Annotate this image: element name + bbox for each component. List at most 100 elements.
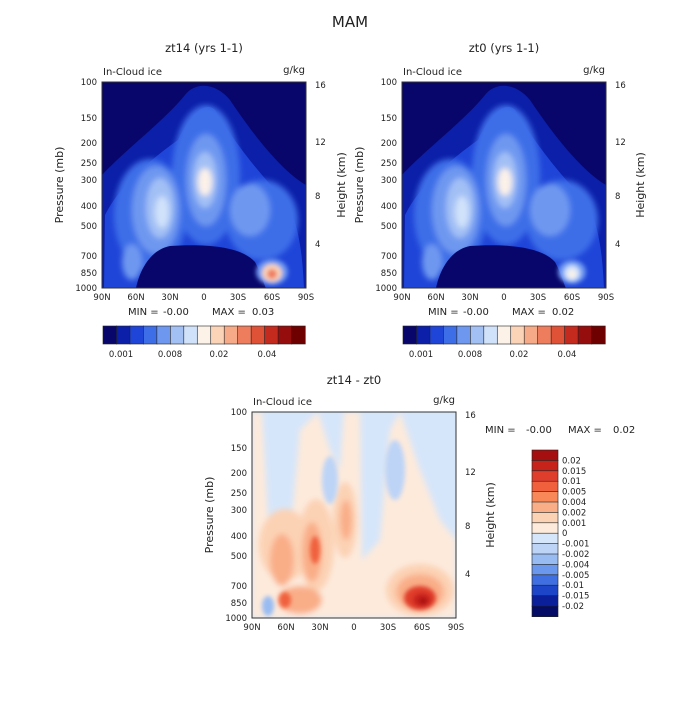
plot-frame bbox=[101, 81, 307, 289]
max-label: MAX = bbox=[512, 307, 546, 318]
y-axis: 100 150 200 250 300 400 500 700 850 1000… bbox=[353, 78, 397, 294]
x-tick-label: 30S bbox=[380, 623, 396, 633]
colorbar-labels: 0.001 0.008 0.02 0.04 bbox=[409, 350, 577, 360]
y2-tick-label: 12 bbox=[465, 468, 476, 478]
x-tick-label: 90N bbox=[93, 293, 110, 303]
colorbar-swatch bbox=[531, 532, 559, 545]
colorbar-tick-label: -0.02 bbox=[562, 602, 584, 612]
colorbar-swatch bbox=[443, 325, 458, 345]
heatmap-field bbox=[252, 412, 456, 618]
x-tick-label: 30N bbox=[161, 293, 178, 303]
min-label: MIN = bbox=[428, 307, 459, 318]
colorbar-tick-label: -0.01 bbox=[562, 581, 584, 591]
colorbar bbox=[531, 449, 559, 617]
colorbar-swatch bbox=[156, 325, 171, 345]
colorbar-tick-label: -0.004 bbox=[562, 560, 589, 570]
colorbar-tick-label: 0.04 bbox=[558, 350, 577, 360]
y2-tick-label: 8 bbox=[315, 192, 320, 202]
x-tick-label: 30S bbox=[230, 293, 246, 303]
y-tick-label: 1000 bbox=[75, 284, 97, 294]
y2-axis: 16 12 8 4 Height (km) bbox=[315, 81, 348, 250]
colorbar-swatch bbox=[483, 325, 498, 345]
x-tick-label: 60N bbox=[277, 623, 294, 633]
colorbar-tick-label: 0.02 bbox=[510, 350, 529, 360]
y-tick-label: 200 bbox=[231, 469, 247, 479]
y-tick-label: 300 bbox=[81, 176, 97, 186]
colorbar-swatch bbox=[531, 470, 559, 482]
x-tick-label: 30S bbox=[530, 293, 546, 303]
colorbar-swatch bbox=[510, 325, 525, 345]
colorbar-swatch bbox=[116, 325, 131, 345]
colorbar-swatch bbox=[531, 460, 559, 472]
x-tick-label: 30N bbox=[311, 623, 328, 633]
y-tick-label: 300 bbox=[231, 506, 247, 516]
colorbar-swatch bbox=[402, 325, 418, 345]
plot-frame bbox=[251, 411, 457, 619]
stats-line: MIN = -0.00 MAX = 0.02 bbox=[428, 307, 574, 318]
colorbar bbox=[102, 325, 306, 345]
x-tick-label: 90S bbox=[598, 293, 614, 303]
y-axis-label: Pressure (mb) bbox=[53, 147, 66, 224]
page-title: MAM bbox=[332, 13, 368, 31]
y-tick-label: 700 bbox=[381, 252, 397, 262]
units-label: g/kg bbox=[433, 395, 455, 406]
x-axis: 90N 60N 30N 0 30S 60S 90S bbox=[393, 293, 614, 303]
panel-title: zt14 (yrs 1-1) bbox=[165, 41, 243, 55]
y2-tick-label: 4 bbox=[465, 570, 470, 580]
y-tick-label: 1000 bbox=[225, 614, 247, 624]
y-tick-label: 700 bbox=[81, 252, 97, 262]
colorbar-swatch bbox=[531, 512, 559, 524]
colorbar-swatch bbox=[264, 325, 279, 345]
x-axis: 90N 60N 30N 0 30S 60S 90S bbox=[243, 623, 464, 633]
x-tick-label: 60S bbox=[264, 293, 280, 303]
y-axis: 100 150 200 250 300 400 500 700 850 1000… bbox=[53, 78, 97, 294]
y-tick-label: 300 bbox=[381, 176, 397, 186]
colorbar-tick-label: 0.001 bbox=[562, 519, 586, 529]
x-tick-label: 0 bbox=[501, 293, 506, 303]
max-value: 0.02 bbox=[552, 307, 574, 318]
colorbar-tick-label: -0.015 bbox=[562, 592, 589, 602]
x-tick-label: 60N bbox=[427, 293, 444, 303]
y-tick-label: 200 bbox=[381, 139, 397, 149]
colorbar-labels: 0.020.0150.010.0050.0040.0020.0010-0.001… bbox=[562, 456, 589, 612]
colorbar-swatch bbox=[237, 325, 252, 345]
colorbar-swatch bbox=[531, 449, 559, 461]
stats-line: MIN = -0.00 MAX = 0.03 bbox=[128, 307, 274, 318]
colorbar-tick-label: 0.02 bbox=[210, 350, 229, 360]
y-tick-label: 100 bbox=[381, 78, 397, 88]
y-tick-label: 400 bbox=[231, 532, 247, 542]
y2-tick-label: 4 bbox=[615, 240, 620, 250]
min-value: -0.00 bbox=[163, 307, 189, 318]
panel-zt0: zt0 (yrs 1-1) In-Cloud ice g/kg bbox=[353, 41, 647, 360]
panel-zt14: zt14 (yrs 1-1) In-Cloud ice g/kg bbox=[53, 41, 348, 360]
colorbar-swatch bbox=[277, 325, 293, 345]
x-tick-label: 30N bbox=[461, 293, 478, 303]
y-tick-label: 250 bbox=[381, 159, 397, 169]
max-label: MAX = bbox=[212, 307, 246, 318]
colorbar-tick-label: 0 bbox=[562, 529, 567, 539]
colorbar-tick-label: 0.001 bbox=[409, 350, 433, 360]
colorbar-swatch bbox=[531, 491, 559, 503]
y-tick-label: 500 bbox=[381, 222, 397, 232]
field-label: In-Cloud ice bbox=[253, 397, 312, 408]
colorbar-swatch bbox=[496, 325, 512, 345]
x-tick-label: 60S bbox=[414, 623, 430, 633]
panel-difference: zt14 - zt0 In-Cloud ice g/kg bbox=[203, 373, 635, 633]
colorbar-swatch bbox=[429, 325, 444, 345]
y2-tick-label: 16 bbox=[315, 81, 326, 91]
y-tick-label: 250 bbox=[81, 159, 97, 169]
panel-title: zt0 (yrs 1-1) bbox=[469, 41, 539, 55]
colorbar-swatch bbox=[143, 325, 158, 345]
colorbar-labels: 0.001 0.008 0.02 0.04 bbox=[109, 350, 277, 360]
x-tick-label: 0 bbox=[201, 293, 206, 303]
colorbar-tick-label: 0.001 bbox=[109, 350, 133, 360]
x-tick-label: 90N bbox=[243, 623, 260, 633]
units-label: g/kg bbox=[583, 65, 605, 76]
colorbar-tick-label: 0.015 bbox=[562, 467, 586, 477]
colorbar-swatch bbox=[531, 605, 559, 617]
min-label: MIN = bbox=[128, 307, 159, 318]
plot-frame bbox=[401, 81, 607, 289]
stats-line: MIN = -0.00 MAX = 0.02 bbox=[485, 425, 635, 436]
colorbar-tick-label: -0.005 bbox=[562, 571, 589, 581]
x-tick-label: 90N bbox=[393, 293, 410, 303]
